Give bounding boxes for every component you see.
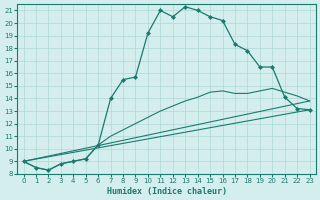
X-axis label: Humidex (Indice chaleur): Humidex (Indice chaleur): [107, 187, 227, 196]
